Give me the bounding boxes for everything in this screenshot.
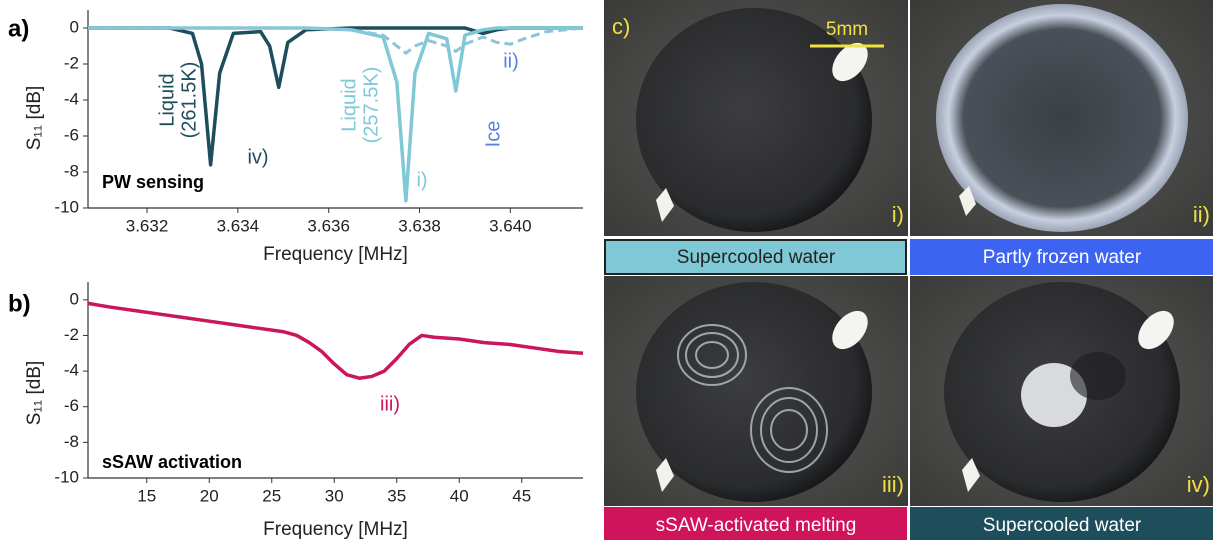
y-tick-label: -6 bbox=[64, 396, 79, 415]
y-tick-label: -8 bbox=[64, 161, 79, 180]
photo-4 bbox=[910, 276, 1213, 506]
chart-a: 0 -2 -4 -6 -8 -10 3.632 3.634 3.636 3.638 3.640 Fre… bbox=[0, 0, 600, 270]
annotation: iii) bbox=[380, 393, 400, 415]
annotation: sSAW activation bbox=[102, 452, 242, 472]
y-tick-label: -8 bbox=[64, 432, 79, 451]
x-tick-label: 20 bbox=[200, 486, 219, 505]
caption: Partly frozen water bbox=[983, 247, 1142, 268]
annotation: Ice bbox=[482, 121, 504, 148]
y-tick-label: -4 bbox=[64, 361, 79, 380]
y-tick-label: -2 bbox=[64, 53, 79, 72]
photo-tag: i) bbox=[892, 202, 904, 227]
photo-tag: iv) bbox=[1187, 472, 1210, 497]
photo-2 bbox=[910, 0, 1213, 236]
panel-label: c) bbox=[612, 14, 630, 39]
y-tick-label: -4 bbox=[64, 89, 79, 108]
photo-tag: ii) bbox=[1193, 202, 1210, 227]
annotation: (257.5K) bbox=[360, 67, 382, 144]
x-tick-label: 35 bbox=[387, 486, 406, 505]
annotation: Liquid bbox=[338, 78, 360, 131]
y-tick-label: -10 bbox=[54, 197, 79, 216]
y-axis-label: S₁₁ [dB] bbox=[24, 361, 45, 426]
y-tick-label: -2 bbox=[64, 325, 79, 344]
y-tick-label: 0 bbox=[70, 289, 79, 308]
x-tick-label: 40 bbox=[450, 486, 469, 505]
page: {"chart_data": [ {"type": "line", "panel… bbox=[0, 0, 1213, 540]
photo-tag: iii) bbox=[882, 472, 904, 497]
x-tick-label: 3.636 bbox=[307, 216, 350, 235]
x-tick-label: 3.634 bbox=[217, 216, 260, 235]
panel-label: a) bbox=[8, 15, 29, 42]
caption: Supercooled water bbox=[983, 515, 1142, 536]
annotation: Liquid bbox=[156, 73, 178, 126]
x-axis-label: Frequency [MHz] bbox=[263, 244, 408, 265]
caption: Supercooled water bbox=[677, 247, 836, 268]
x-tick-label: 25 bbox=[262, 486, 281, 505]
panel-label: b) bbox=[8, 290, 31, 317]
x-tick-label: 3.640 bbox=[489, 216, 532, 235]
photo-3 bbox=[604, 276, 908, 506]
x-axis-label: Frequency [MHz] bbox=[263, 519, 408, 540]
x-tick-label: 15 bbox=[137, 486, 156, 505]
x-tick-label: 3.632 bbox=[126, 216, 169, 235]
annotation: (261.5K) bbox=[178, 62, 200, 139]
y-tick-label: -6 bbox=[64, 125, 79, 144]
annotation: PW sensing bbox=[102, 172, 204, 192]
y-tick-label: 0 bbox=[70, 17, 79, 36]
annotation: iv) bbox=[247, 146, 268, 168]
x-tick-label: 30 bbox=[325, 486, 344, 505]
photo-panel: c) 5mm i) Supercooled water ii) Partly frozen… bbox=[604, 0, 1213, 540]
y-tick-label: -10 bbox=[54, 467, 79, 486]
y-axis-label: S₁₁ [dB] bbox=[24, 86, 45, 151]
x-tick-label: 3.638 bbox=[398, 216, 441, 235]
caption: sSAW-activated melting bbox=[656, 515, 857, 536]
annotation: i) bbox=[416, 169, 427, 191]
annotation: ii) bbox=[503, 50, 519, 72]
x-tick-label: 45 bbox=[512, 486, 531, 505]
scale-bar-label: 5mm bbox=[826, 19, 868, 40]
data-line bbox=[88, 303, 583, 378]
chart-b: 0 -2 -4 -6 -8 -10 15 20 25 30 35 40 45 Frequency [MHz… bbox=[0, 275, 600, 540]
